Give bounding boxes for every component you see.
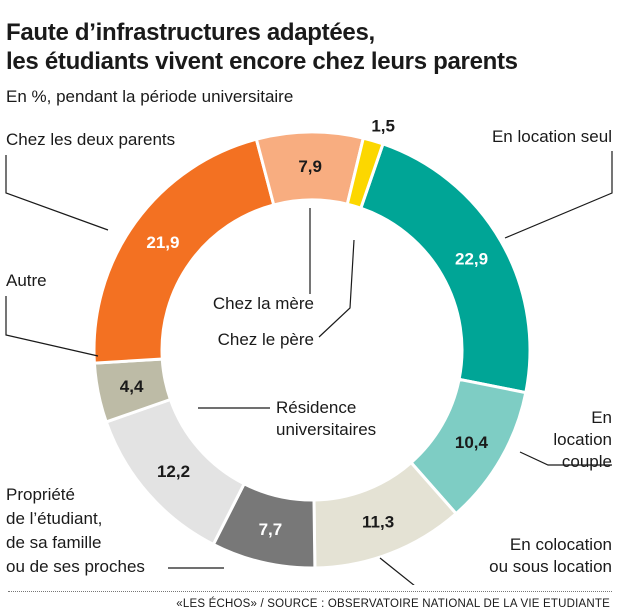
leader-pere (318, 239, 355, 338)
category-label-location_seul: En location seul (492, 127, 612, 146)
leader-colocation (379, 557, 415, 585)
value-label-propriete: 12,2 (157, 462, 190, 481)
leader-location_seul (504, 151, 613, 239)
chart-title: Faute d’infrastructures adaptées, les ét… (6, 18, 518, 76)
category-label-line: En location seul (492, 127, 612, 146)
donut-slices (92, 130, 532, 570)
category-label-autre: Autre (6, 271, 47, 290)
donut-chart: 22,9 10,4 11,3 7,7 12,2 4,4 21,9 7,9 1,5 En loca… (5, 116, 613, 585)
source-footer: «LES ÉCHOS» / SOURCE : OBSERVATOIRE NATI… (176, 598, 610, 610)
category-label-propriete: Propriété de l’étudiant, de sa famille ou d… (6, 485, 145, 576)
category-label-line: ou de ses proches (6, 557, 145, 576)
category-label-colocation: En colocation ou sous location (489, 535, 612, 576)
value-label-deux_parents: 21,9 (146, 233, 179, 252)
value-label-location_seul: 22,9 (455, 249, 488, 268)
category-label-line: Chez les deux parents (6, 130, 175, 149)
category-label-line: location (553, 430, 612, 449)
slice-location_seul (358, 141, 532, 395)
chart-subtitle: En %, pendant la période universitaire (6, 87, 294, 106)
category-label-line: Propriété (6, 485, 75, 504)
category-label-residence: Résidence universitaires (276, 398, 376, 439)
category-label-deux_parents: Chez les deux parents (6, 130, 175, 149)
slice-values: 22,9 10,4 11,3 7,7 12,2 4,4 21,9 7,9 1,5 (120, 116, 489, 539)
category-label-line: Autre (6, 271, 47, 290)
category-label-line: Résidence (276, 398, 356, 417)
leader-location_couple (519, 451, 612, 466)
value-label-location_couple: 10,4 (455, 433, 489, 452)
category-label-mere: Chez la mère (213, 294, 314, 313)
category-label-line: de l’étudiant, (6, 509, 102, 528)
value-label-mere: 7,9 (298, 157, 322, 176)
leader-lines (5, 151, 613, 585)
category-label-line: ou sous location (489, 557, 612, 576)
value-label-autre: 4,4 (120, 377, 144, 396)
value-label-pere: 1,5 (371, 116, 395, 135)
category-label-line: de sa famille (6, 533, 101, 552)
value-label-colocation: 11,3 (362, 513, 394, 532)
category-label-pere: Chez le père (218, 330, 314, 349)
value-label-residence: 7,7 (259, 520, 283, 539)
slice-pere (345, 136, 385, 211)
leader-autre (5, 296, 99, 357)
category-label-line: En colocation (510, 535, 612, 554)
title-line-1: Faute d’infrastructures adaptées, (6, 19, 375, 46)
title-line-2: les étudiants vivent encore chez leurs p… (6, 48, 518, 75)
category-label-line: couple (562, 452, 612, 471)
category-label-line: universitaires (276, 420, 376, 439)
leader-deux_parents (5, 155, 109, 231)
category-label-location_couple: En location couple (553, 408, 612, 471)
category-label-line: En (591, 408, 612, 427)
category-label-line: Chez le père (218, 330, 314, 349)
slice-labels: En location seul En location couple En coloc… (6, 127, 612, 576)
footer-divider (8, 591, 612, 592)
category-label-line: Chez la mère (213, 294, 314, 313)
